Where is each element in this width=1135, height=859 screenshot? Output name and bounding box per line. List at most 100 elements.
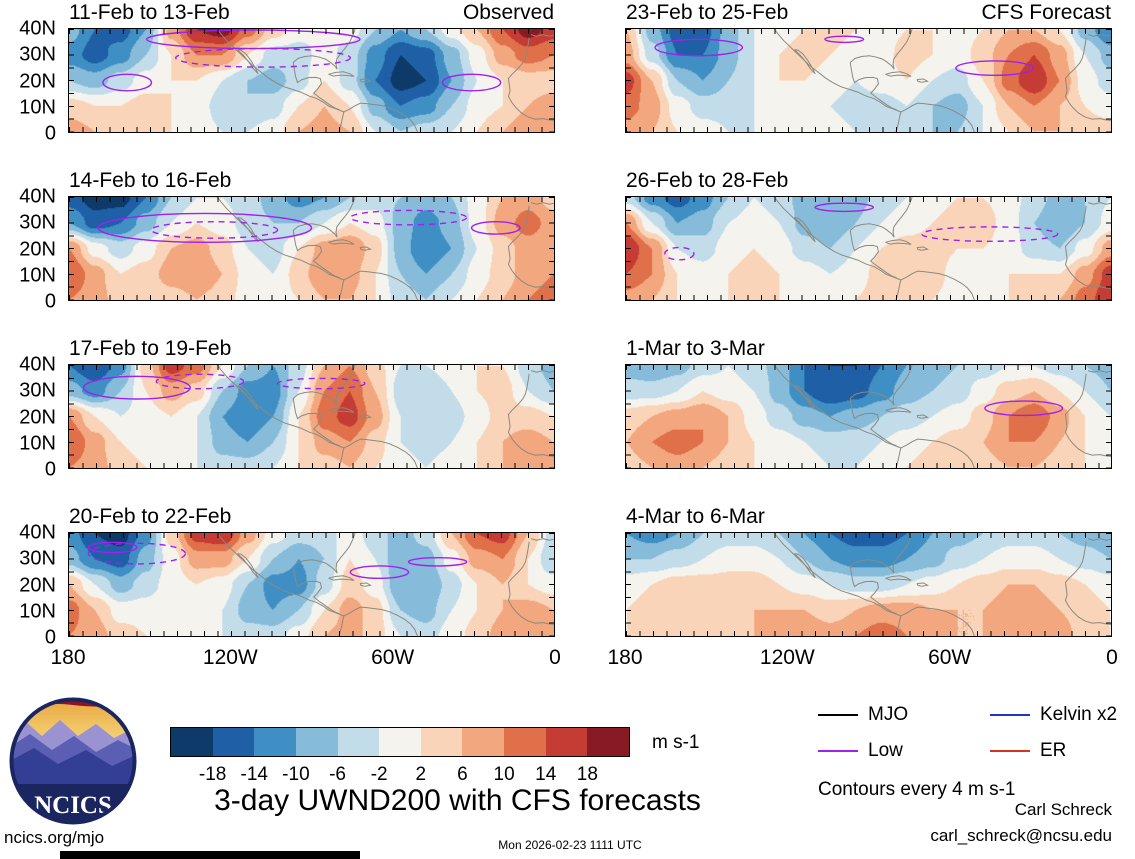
map-panel-block: 4-Mar to 6-Mar — [625, 504, 1112, 637]
map-panel-7 — [625, 364, 1112, 469]
ticks-right — [549, 197, 554, 300]
low-contour — [665, 247, 694, 259]
y-axis-tick-label: 10N — [19, 600, 56, 623]
x-axis-labels: 180 120W 60W 0 — [50, 646, 560, 676]
colorbar: -18 -14 -10 -6 -2 2 6 10 14 18 — [170, 727, 630, 785]
y-axis-tick-label: 0 — [44, 626, 56, 649]
ticks-right — [1106, 533, 1111, 636]
colorbar-tick-label: -18 — [198, 764, 227, 785]
filter-contours-overlay — [626, 365, 1111, 468]
ticks-right — [549, 533, 554, 636]
low-contour — [409, 558, 467, 566]
coastline-path — [508, 542, 554, 625]
colorbar-segment — [545, 728, 588, 756]
y-axis-tick-label: 20N — [19, 70, 56, 92]
panel-head: 17-Feb to 19-Feb — [68, 336, 555, 362]
coastline-path — [774, 533, 901, 636]
coastline-path — [794, 50, 815, 74]
coastline-path — [850, 29, 912, 69]
coastline-path — [344, 607, 418, 636]
logo-text: NCICS — [34, 792, 112, 819]
coastline-path — [850, 365, 912, 405]
coastlines-overlay — [626, 197, 1111, 300]
coastline-path — [885, 576, 911, 581]
bottom-black-bar — [60, 851, 360, 859]
low-contour — [350, 210, 466, 224]
ticks-bottom — [69, 631, 554, 636]
legend-line — [818, 713, 858, 717]
coastline-path — [774, 29, 901, 132]
x-axis-tick-label: 60W — [371, 646, 415, 669]
ticks-left — [69, 197, 74, 300]
colorbar-segment — [295, 728, 338, 756]
low-contour — [472, 222, 521, 234]
coastline-path — [917, 583, 928, 586]
coastline-path — [901, 271, 975, 300]
y-axis-tick-label: 10N — [19, 96, 56, 119]
y-axis-tick-label: 0 — [44, 290, 56, 313]
logo-artwork: NCICS — [12, 700, 134, 822]
colorbar-tick-label: 14 — [535, 764, 557, 785]
colorbar-tick-label: 2 — [415, 764, 427, 785]
coastline-path — [901, 439, 975, 468]
panel-title: 4-Mar to 6-Mar — [626, 505, 765, 528]
coastlines-overlay — [69, 29, 554, 132]
wind-anomaly-field — [69, 365, 554, 468]
y-axis-tick-label: 30N — [19, 547, 56, 570]
ticks-left — [69, 365, 74, 468]
coastline-path — [794, 218, 815, 242]
panel-title: 1-Mar to 3-Mar — [626, 337, 765, 360]
colorbar-tick-label: -6 — [329, 764, 346, 785]
coastline-path — [850, 197, 912, 237]
colorbar-segment — [504, 728, 546, 756]
map-panel-2 — [68, 196, 555, 301]
coastline-path — [360, 583, 371, 586]
coastline-path — [850, 533, 912, 573]
low-contour — [103, 74, 152, 90]
panel-title: 23-Feb to 25-Feb — [626, 1, 789, 24]
coastline-path — [360, 247, 371, 250]
coastline-path — [917, 79, 928, 82]
panel-title: 20-Feb to 22-Feb — [69, 505, 232, 528]
coastline-path — [1065, 374, 1111, 457]
column-header: CFS Forecast — [981, 1, 1111, 24]
ticks-top — [626, 365, 1111, 370]
coastline-path — [217, 197, 344, 300]
legend-line — [990, 749, 1030, 753]
coastline-path — [344, 103, 418, 132]
coastline-path — [293, 365, 355, 405]
map-panel-1 — [68, 28, 555, 133]
coastline-path — [508, 374, 554, 457]
y-axis-tick-label: 40N — [19, 353, 56, 376]
y-axis-tick-label: 40N — [19, 521, 56, 544]
ticks-bottom — [626, 631, 1111, 636]
coastline-path — [774, 365, 901, 468]
ticks-top — [69, 365, 554, 370]
coastline-path — [885, 408, 911, 413]
coastline-path — [237, 50, 258, 74]
coastline-path — [917, 247, 928, 250]
coastline-path — [360, 415, 371, 418]
contour-note: Contours every 4 m s-1 — [818, 779, 1016, 800]
legend: MJO Kelvin x2 Low ER — [818, 704, 1123, 762]
low-contour — [655, 39, 742, 55]
coastlines-overlay — [69, 197, 554, 300]
coastline-path — [328, 576, 354, 581]
coastline-path — [293, 533, 355, 573]
coastline-path — [344, 439, 418, 468]
coastline-path — [850, 230, 896, 277]
low-contour — [985, 401, 1063, 415]
y-axis-tick-label: 20N — [19, 574, 56, 596]
colorbar-tick-label: 10 — [493, 764, 515, 785]
panel-head: 23-Feb to 25-Feb CFS Forecast — [625, 0, 1112, 26]
x-axis-tick-label: 180 — [607, 646, 643, 669]
ticks-left — [69, 533, 74, 636]
low-contour — [156, 374, 243, 388]
x-axis-tick-label: 120W — [202, 646, 258, 669]
panel-title: 14-Feb to 16-Feb — [69, 169, 232, 192]
colorbar-segment — [254, 728, 296, 756]
low-contour — [98, 213, 311, 242]
map-panel-block: 1-Mar to 3-Mar — [625, 336, 1112, 469]
